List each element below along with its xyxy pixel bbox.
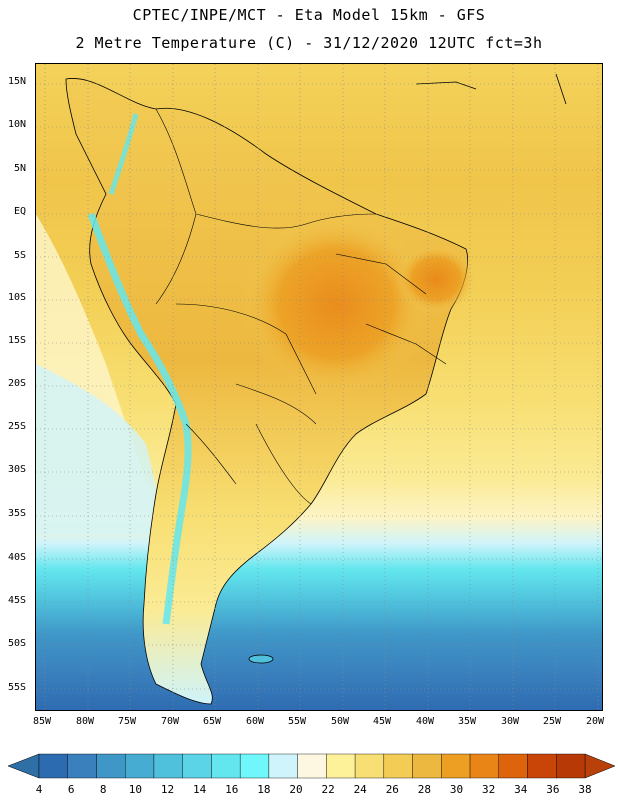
- colorbar-tick-label: 38: [578, 783, 592, 796]
- lat-label: 15S: [8, 335, 27, 346]
- colorbar-swatch: [211, 753, 241, 779]
- lat-label: 50S: [8, 638, 27, 649]
- map-canvas: [36, 64, 602, 710]
- colorbar-extend-high: [584, 753, 616, 779]
- lat-label: 5N: [14, 163, 27, 174]
- colorbar-swatch: [527, 753, 557, 779]
- colorbar-tick-label: 10: [128, 783, 142, 796]
- colorbar-swatch: [326, 753, 356, 779]
- lat-label: 55S: [8, 682, 27, 693]
- falkland-islands: [248, 654, 274, 664]
- lon-label: 60W: [246, 716, 265, 727]
- lon-label: 45W: [373, 716, 392, 727]
- grid-lines: [36, 64, 602, 710]
- colorbar-swatch: [469, 753, 499, 779]
- colorbar-tick-label: 30: [449, 783, 464, 796]
- colorbar-tick-label: 36: [546, 783, 560, 796]
- lat-label: 5S: [14, 250, 27, 261]
- colorbar-tick-label: 26: [385, 783, 399, 796]
- lat-label: 25S: [8, 421, 27, 432]
- andes-cold-stripe: [87, 212, 192, 625]
- lon-label: 30W: [501, 716, 520, 727]
- lon-label: 50W: [331, 716, 350, 727]
- lon-label: 40W: [416, 716, 435, 727]
- lat-label: 10S: [8, 292, 27, 303]
- hot-region-brazil: [241, 214, 431, 394]
- colorbar-swatch: [125, 753, 155, 779]
- lon-label: 85W: [33, 716, 52, 727]
- colorbar-tick-label: 22: [321, 783, 335, 796]
- lat-label: 45S: [8, 595, 27, 606]
- colorbar-swatch: [182, 753, 212, 779]
- lat-label: 15N: [8, 76, 27, 87]
- colorbar-swatch: [96, 753, 126, 779]
- colorbar-swatch: [412, 753, 442, 779]
- lon-label: 80W: [76, 716, 95, 727]
- colorbar-swatch: [441, 753, 471, 779]
- colorbar-swatch: [239, 753, 270, 779]
- colorbar-tick-label: 12: [160, 783, 175, 796]
- lon-label: 20W: [586, 716, 605, 727]
- lat-label: 20S: [8, 378, 27, 389]
- title-line-1: CPTEC/INPE/MCT - Eta Model 15km - GFS: [132, 6, 486, 24]
- colorbar-tick-label: 24: [353, 783, 367, 796]
- lon-label: 35W: [458, 716, 477, 727]
- colorbar-swatch: [297, 753, 327, 779]
- lat-label: 40S: [8, 552, 27, 563]
- colorbar-tick-label: 6: [67, 783, 75, 796]
- colorbar-swatch: [556, 753, 586, 779]
- colorbar-tick-label: 28: [417, 783, 432, 796]
- hot-region-northeast: [396, 244, 476, 314]
- country-borders: [155, 108, 447, 505]
- title-line-2: 2 Metre Temperature (C) - 31/12/2020 12U…: [75, 34, 543, 52]
- lon-label: 75W: [118, 716, 137, 727]
- lon-label: 25W: [543, 716, 562, 727]
- lat-label: 30S: [8, 464, 27, 475]
- temperature-map: [35, 63, 603, 711]
- colorbar-tick-label: 16: [225, 783, 239, 796]
- colorbar-tick-label: 34: [514, 783, 528, 796]
- colorbar-swatch: [38, 753, 68, 779]
- lat-label: 10N: [8, 119, 27, 130]
- colorbar-tick-label: 8: [99, 783, 107, 796]
- colorbar-tick-label: 32: [482, 783, 496, 796]
- colorbar-tick-label: 18: [257, 783, 271, 796]
- lon-label: 65W: [203, 716, 222, 727]
- colorbar-tick-label: 14: [192, 783, 207, 796]
- colorbar-swatch: [498, 753, 528, 779]
- colorbar-tick-label: 20: [289, 783, 303, 796]
- colorbar-swatch: [268, 753, 298, 779]
- lat-label: 35S: [8, 508, 27, 519]
- colorbar-swatch: [153, 753, 183, 779]
- colorbar-extend-low: [7, 753, 40, 779]
- colorbar-swatch: [354, 753, 385, 779]
- colorbar-swatch: [383, 753, 413, 779]
- lon-label: 70W: [161, 716, 180, 727]
- colorbar-tick-label: 4: [35, 783, 43, 796]
- colorbar-swatch: [67, 753, 97, 779]
- lon-label: 55W: [288, 716, 307, 727]
- lat-label: EQ: [14, 206, 27, 217]
